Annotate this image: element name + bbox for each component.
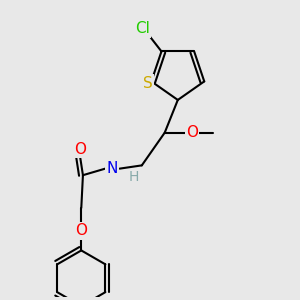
Text: O: O (186, 125, 198, 140)
Text: O: O (74, 142, 86, 157)
Text: N: N (107, 161, 118, 176)
Text: S: S (143, 76, 153, 91)
Text: Cl: Cl (135, 21, 150, 36)
Text: H: H (128, 170, 139, 184)
Text: O: O (75, 223, 87, 238)
